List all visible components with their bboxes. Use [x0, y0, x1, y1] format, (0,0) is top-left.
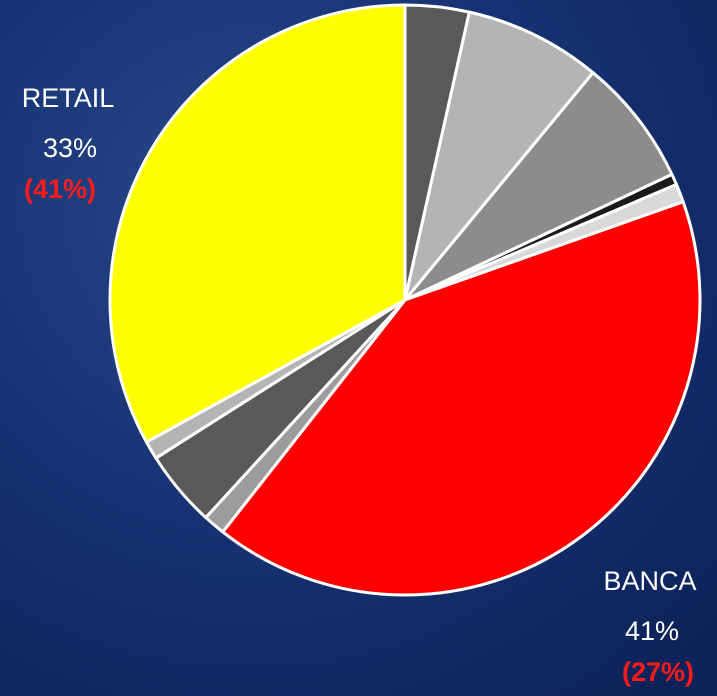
pie-slice [403, 10, 595, 302]
previous-value-label: (41%) [24, 174, 96, 204]
slice-label: BANCA [603, 566, 696, 596]
pie-slice [403, 71, 674, 302]
slice-value-label: 41% [625, 616, 679, 646]
previous-value-label: (27%) [622, 657, 694, 687]
pie-slice [221, 200, 702, 597]
slice-value-label: 33% [43, 133, 97, 163]
pie-slice [108, 3, 407, 444]
pie [108, 3, 702, 597]
slice-label: RETAIL [22, 83, 115, 113]
